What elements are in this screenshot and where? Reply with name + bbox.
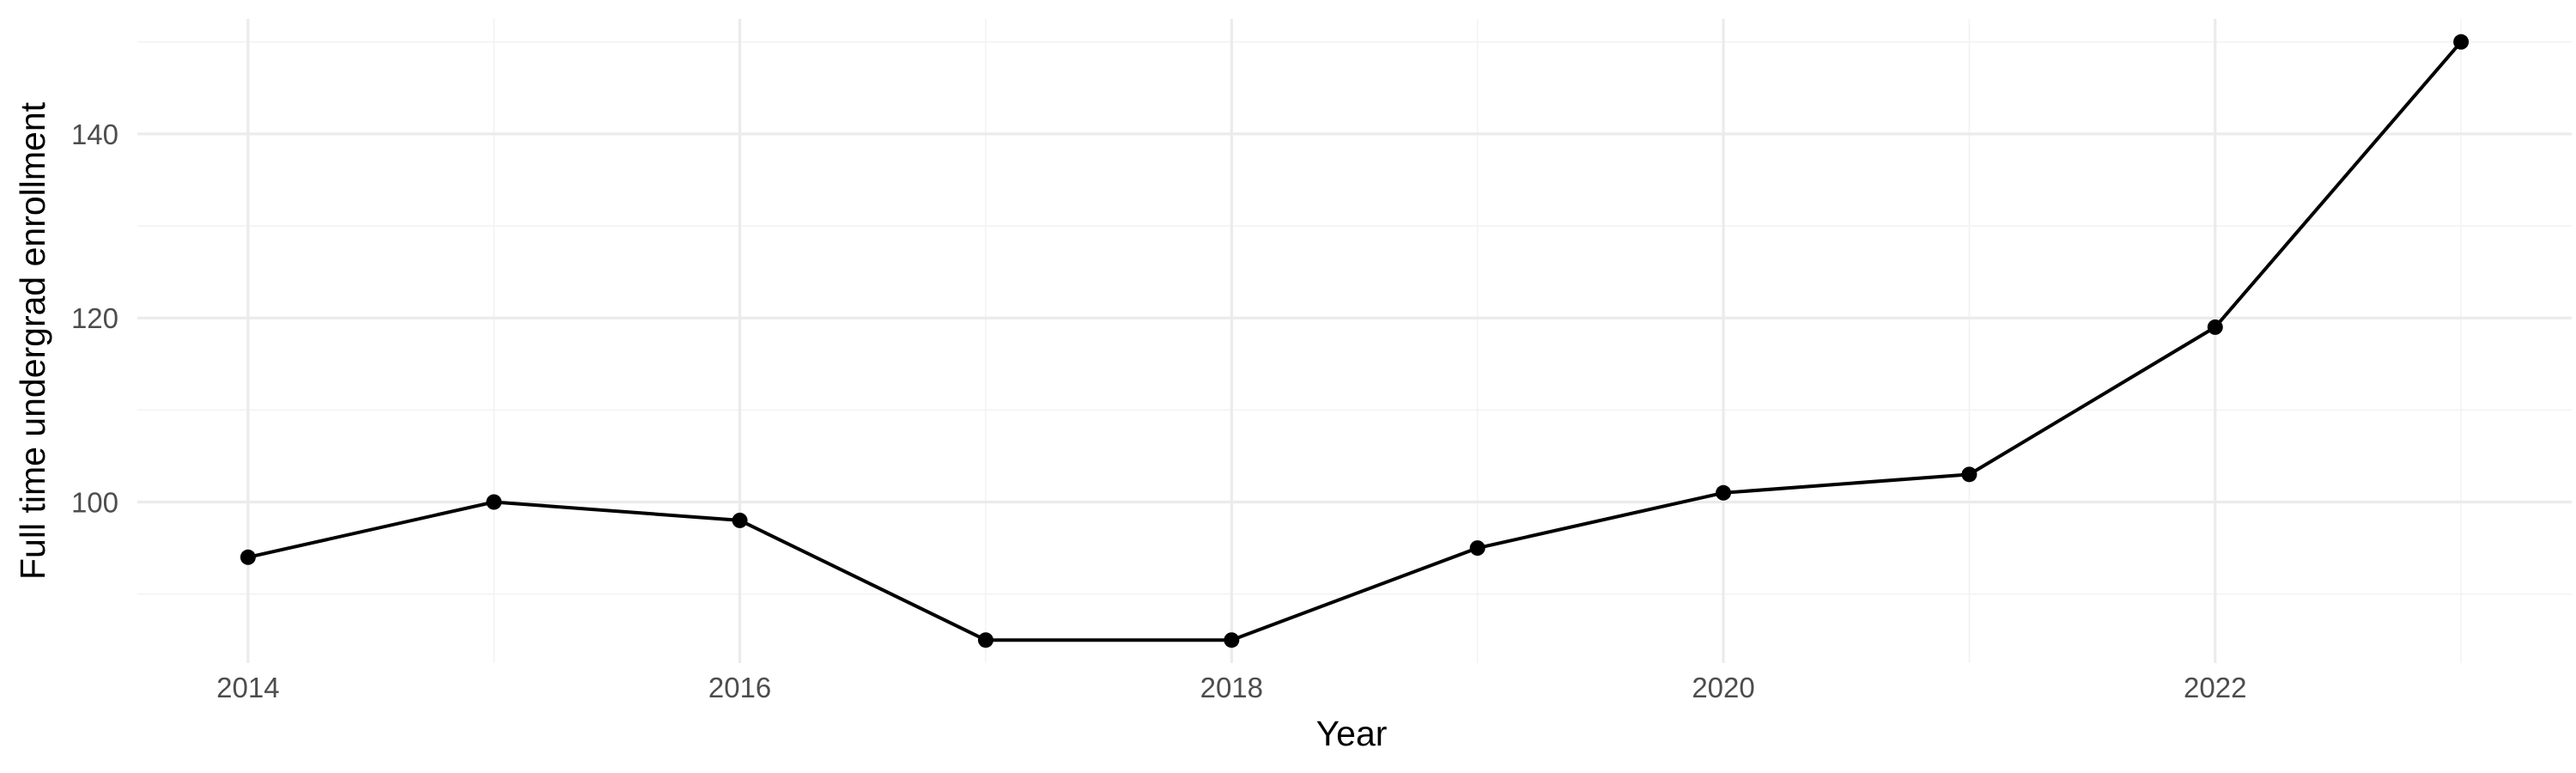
data-point [732,512,748,528]
y-tick-label: 100 [71,487,118,519]
data-point [977,632,993,648]
data-point [2453,33,2470,50]
x-tick-labels: 2014 2016 2018 2020 2022 [216,672,2246,703]
data-point [486,494,502,510]
data-point [1469,540,1485,557]
x-tick-label: 2016 [708,672,771,703]
x-axis-title: Year [1316,714,1388,753]
data-point [2207,319,2223,335]
data-series [240,33,2470,648]
minor-gridlines [137,19,2572,663]
y-axis-title: Full time undergrad enrollment [13,101,52,580]
data-point [1961,466,1978,483]
x-tick-label: 2020 [1692,672,1754,703]
data-point [240,549,256,565]
x-tick-label: 2014 [216,672,279,703]
series-line [247,40,2463,642]
x-tick-label: 2018 [1200,672,1263,703]
x-tick-label: 2022 [2184,672,2246,703]
y-tick-label: 120 [71,302,118,334]
data-point [1716,484,1732,501]
y-tick-label: 140 [71,119,118,150]
data-point [1224,632,1240,648]
y-tick-labels: 100 120 140 [71,119,118,519]
